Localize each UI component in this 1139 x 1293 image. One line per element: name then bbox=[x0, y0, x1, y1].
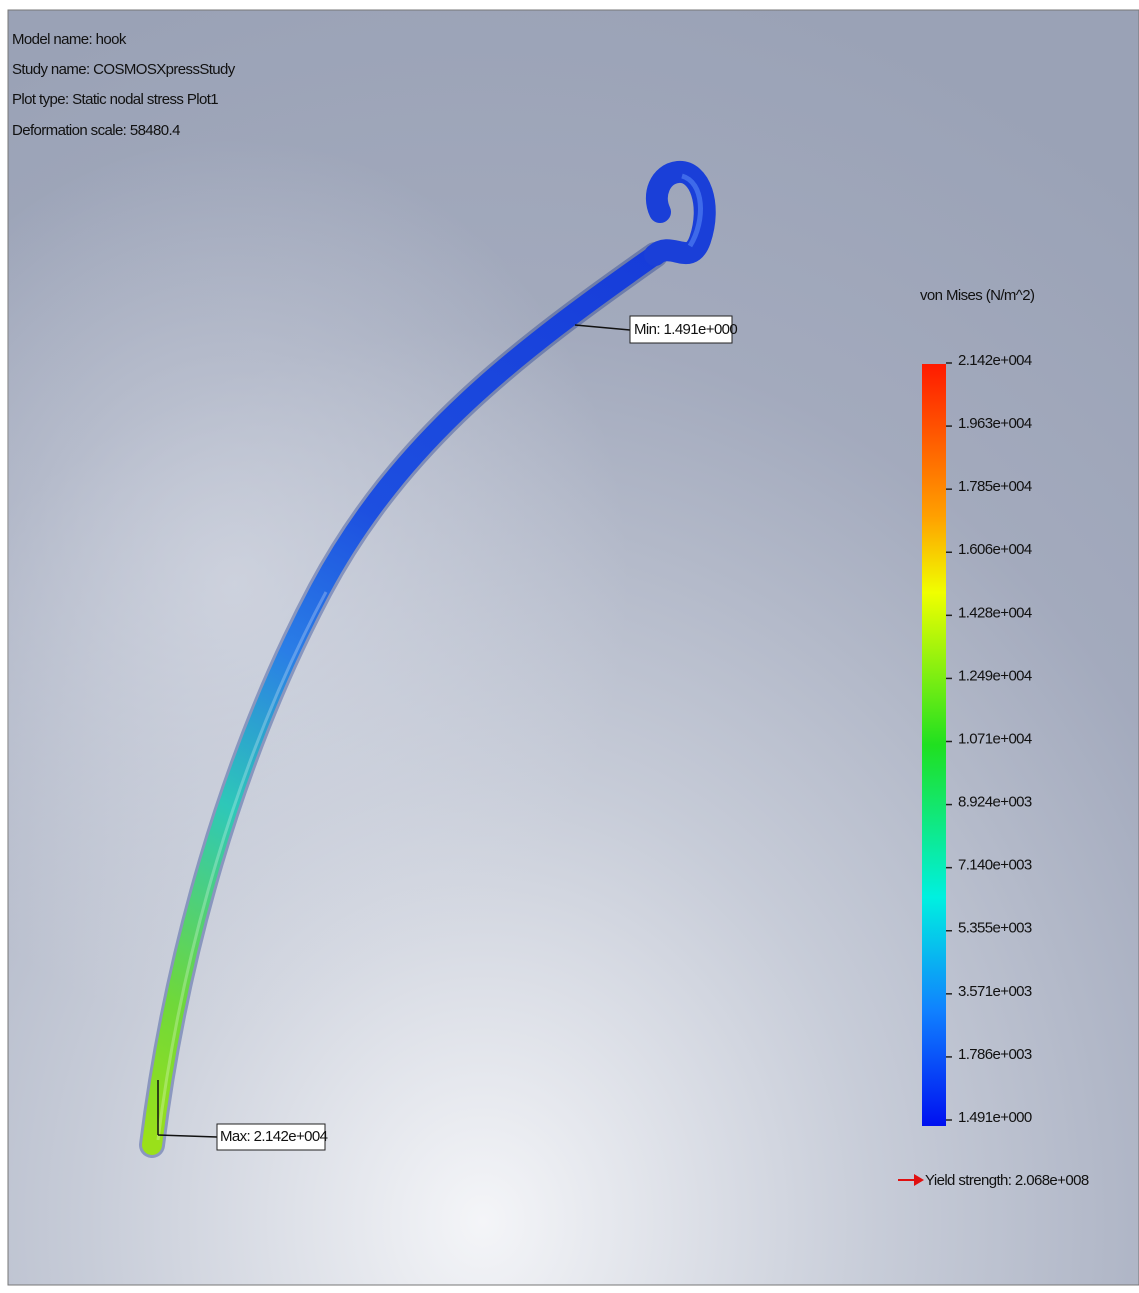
legend-label: 7.140e+003 bbox=[958, 857, 1032, 874]
header-line: Plot type: Static nodal stress Plot1 bbox=[12, 91, 218, 108]
min-label: Min: 1.491e+000 bbox=[634, 321, 737, 338]
legend-title: von Mises (N/m^2) bbox=[920, 287, 1035, 304]
page: Model name: hook Study name: COSMOSXpres… bbox=[0, 0, 1139, 1293]
legend-colorbar bbox=[922, 364, 946, 1126]
legend-label: 1.606e+004 bbox=[958, 541, 1032, 558]
header-line: Deformation scale: 58480.4 bbox=[12, 122, 180, 139]
legend-label: 3.571e+003 bbox=[958, 983, 1032, 1000]
header-line: Study name: COSMOSXpressStudy bbox=[12, 61, 236, 78]
header-line: Model name: hook bbox=[12, 31, 127, 48]
viewport: Model name: hook Study name: COSMOSXpres… bbox=[0, 0, 1139, 1293]
legend-label: 1.071e+004 bbox=[958, 730, 1032, 747]
legend-label: 1.249e+004 bbox=[958, 667, 1032, 684]
legend-label: 1.491e+000 bbox=[958, 1109, 1032, 1126]
legend-label: 5.355e+003 bbox=[958, 920, 1032, 937]
legend-label: 1.785e+004 bbox=[958, 478, 1032, 495]
legend-label: 8.924e+003 bbox=[958, 794, 1032, 811]
max-label: Max: 2.142e+004 bbox=[220, 1128, 328, 1145]
legend-label: 1.963e+004 bbox=[958, 415, 1032, 432]
viewport-shade bbox=[8, 10, 1139, 1285]
legend-label: 2.142e+004 bbox=[958, 352, 1032, 369]
yield-label: Yield strength: 2.068e+008 bbox=[925, 1172, 1089, 1189]
legend-label: 1.786e+003 bbox=[958, 1046, 1032, 1063]
legend-label: 1.428e+004 bbox=[958, 604, 1032, 621]
